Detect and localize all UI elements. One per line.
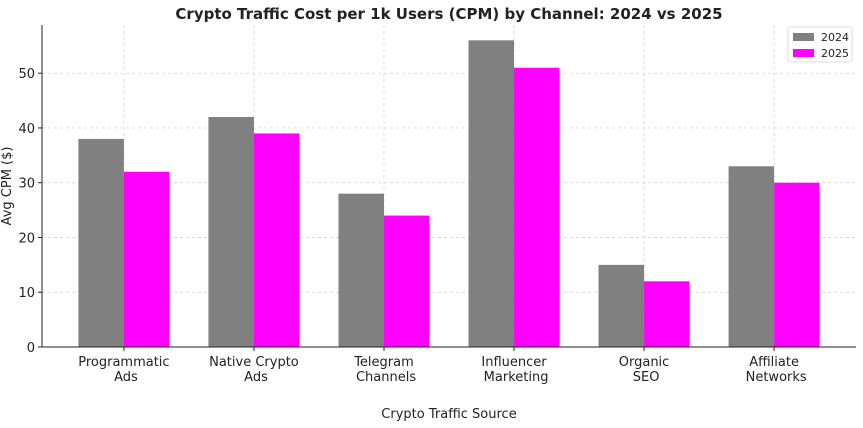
- x-tick-label-line: Influencer: [481, 355, 547, 370]
- bar-2025-1: [253, 133, 300, 347]
- bar-2024-1: [208, 117, 254, 347]
- x-tick-label-line: Channels: [352, 370, 417, 385]
- legend: 2024 2025: [787, 26, 853, 63]
- x-tick-label: Influencer Marketing: [480, 355, 549, 385]
- x-tick-label: Programmatic Ads: [78, 355, 169, 385]
- bar-2025-4: [644, 281, 690, 347]
- bar-2025-3: [514, 67, 560, 347]
- x-tick-label: Native Crypto Ads: [209, 355, 299, 385]
- x-tick-label-line: Networks: [741, 370, 806, 385]
- x-tick-label-line: Telegram: [353, 355, 414, 370]
- bar-2025-5: [774, 182, 820, 347]
- bar-2025-0: [123, 171, 170, 347]
- y-tick-label: 30: [18, 177, 35, 192]
- bar-2024-3: [468, 40, 515, 347]
- y-tick-label: 10: [18, 286, 35, 301]
- x-tick-label-line: SEO: [629, 370, 660, 385]
- bar-2024-2: [338, 193, 384, 347]
- x-axis-label: Crypto Traffic Source: [381, 407, 516, 422]
- legend-label: 2025: [821, 47, 849, 60]
- x-tick-label-line: Ads: [110, 370, 138, 385]
- x-tick-label-line: Programmatic: [78, 355, 169, 370]
- x-tick-label-line: Organic: [619, 355, 670, 370]
- legend-label: 2024: [821, 31, 849, 44]
- chart-title: Crypto Traffic Cost per 1k Users (CPM) b…: [175, 5, 722, 23]
- bar-2024-4: [598, 264, 645, 347]
- y-tick-label: 50: [18, 67, 35, 82]
- bar-2025-2: [383, 215, 430, 347]
- x-tick-label: Affiliate Networks: [741, 355, 806, 385]
- y-tick-label: 40: [18, 122, 35, 137]
- x-tick-label-line: Ads: [240, 370, 268, 385]
- x-tick-label-line: Affiliate: [749, 355, 799, 370]
- y-tick-label: 0: [27, 341, 35, 356]
- legend-swatch-2025: [793, 49, 814, 57]
- x-tick-label: Organic SEO: [619, 355, 670, 385]
- y-tick-label: 20: [18, 231, 35, 246]
- bar-2024-0: [78, 138, 124, 347]
- x-tick-label-line: Marketing: [480, 370, 549, 385]
- x-tick-label-line: Native Crypto: [209, 355, 299, 370]
- legend-swatch-2024: [793, 33, 814, 41]
- bar-2024-5: [728, 166, 775, 347]
- x-tick-label: Telegram Channels: [352, 355, 417, 385]
- y-axis-label: Avg CPM ($): [0, 147, 15, 226]
